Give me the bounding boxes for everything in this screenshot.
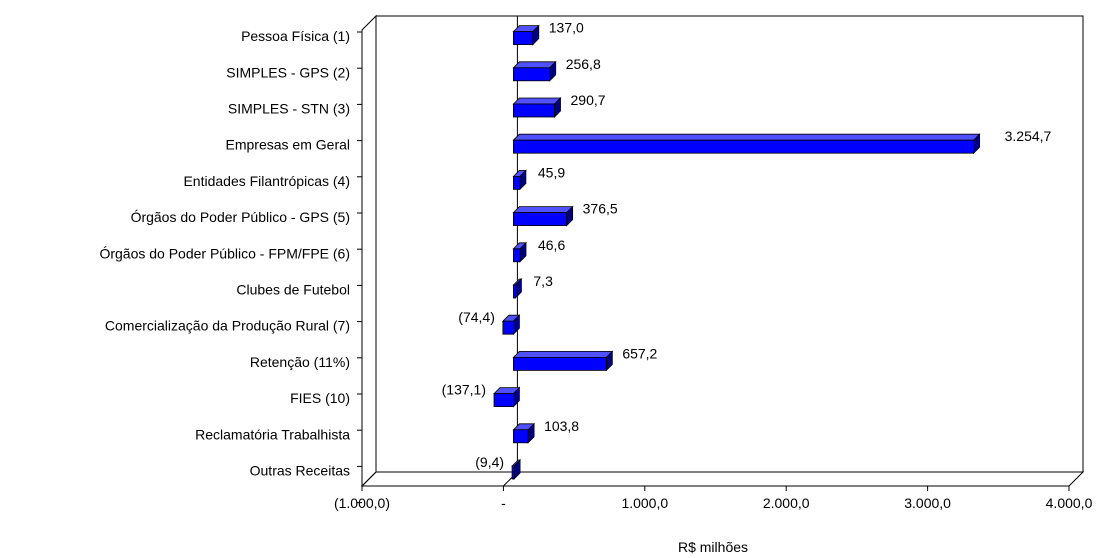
bar-front-face [513,248,521,263]
category-labels: Pessoa Física (1) SIMPLES - GPS (2) SIMPLE… [99,28,350,478]
bar-front-face [513,284,516,299]
bar [512,422,536,444]
x-tick-label: (1.000,0) [334,495,390,511]
bars-group [493,24,981,480]
bar [512,133,981,155]
bar-front-face [493,393,514,408]
category-label: Empresas em Geral [226,137,350,153]
value-labels: 137,0 256,8 290,7 3.254,7 45,9 376,5 46,6 7,3 (7… [442,20,1052,470]
bar [512,205,574,227]
value-label: 46,6 [538,237,565,253]
bar-front-face [513,139,975,154]
bar [511,459,522,480]
bar-top-face [512,133,981,141]
category-label: SIMPLES - GPS (2) [226,64,350,80]
category-label: Reclamatória Trabalhista [195,426,350,442]
bar-front-face [513,356,607,371]
category-label: Comercialização da Produção Rural (7) [105,318,350,334]
plot-frame [357,14,1085,504]
x-tick-label: 1.000,0 [621,495,668,511]
value-label: 3.254,7 [1005,128,1052,144]
x-tick-label: - [501,495,506,511]
x-tick-label: 4.000,0 [1046,495,1093,511]
value-label: 376,5 [583,201,618,217]
category-label: Entidades Filantrópicas (4) [183,173,350,189]
bar-front-face [511,465,515,480]
bar [512,169,527,191]
value-label: 657,2 [622,345,657,361]
x-axis-label: R$ milhões [678,539,748,555]
category-label: Órgãos do Poder Público - GPS (5) [131,209,350,225]
bar [501,314,521,336]
value-label: (9,4) [475,454,504,470]
bar-front-face [513,175,521,190]
value-label: 7,3 [533,273,553,289]
bar-top-face [512,206,574,213]
category-label: Outras Receitas [250,463,350,479]
floor [360,471,1085,487]
value-label: 256,8 [566,56,601,72]
bar [493,386,521,408]
bar-top-face [512,61,557,69]
left-wall [361,14,377,488]
category-label: Retenção (11%) [250,354,350,370]
bar-front-face [513,31,534,46]
x-tick-label: 3.000,0 [904,495,951,511]
bar [512,350,614,372]
value-label: 103,8 [544,418,579,434]
bar [512,60,557,82]
bar-front-face [513,429,529,444]
bar [512,278,523,299]
value-label: (137,1) [442,382,486,398]
bar-top-face [512,351,614,358]
value-label: 137,0 [549,20,584,36]
category-label: Órgãos do Poder Público - FPM/FPE (6) [99,245,350,261]
bar [512,24,540,46]
x-tick-label: 2.000,0 [763,495,810,511]
back-wall [375,15,1084,473]
bar-front-face [513,67,551,82]
bar-front-face [502,320,514,335]
category-label: Clubes de Futebol [236,282,350,298]
value-label: 45,9 [538,164,565,180]
value-label: 290,7 [571,92,606,108]
category-label: Pessoa Física (1) [241,28,350,44]
value-label: (74,4) [458,309,495,325]
bar [512,97,562,118]
bar [512,241,527,263]
bar-top-face [512,97,562,105]
bar-front-face [513,212,568,227]
bar-front-face [513,103,555,118]
category-label: FIES (10) [290,390,350,406]
x-axis-ticks: (1.000,0) - 1.000,0 2.000,0 3.000,0 4.000,0 [334,486,1093,511]
category-label: SIMPLES - STN (3) [228,101,350,117]
